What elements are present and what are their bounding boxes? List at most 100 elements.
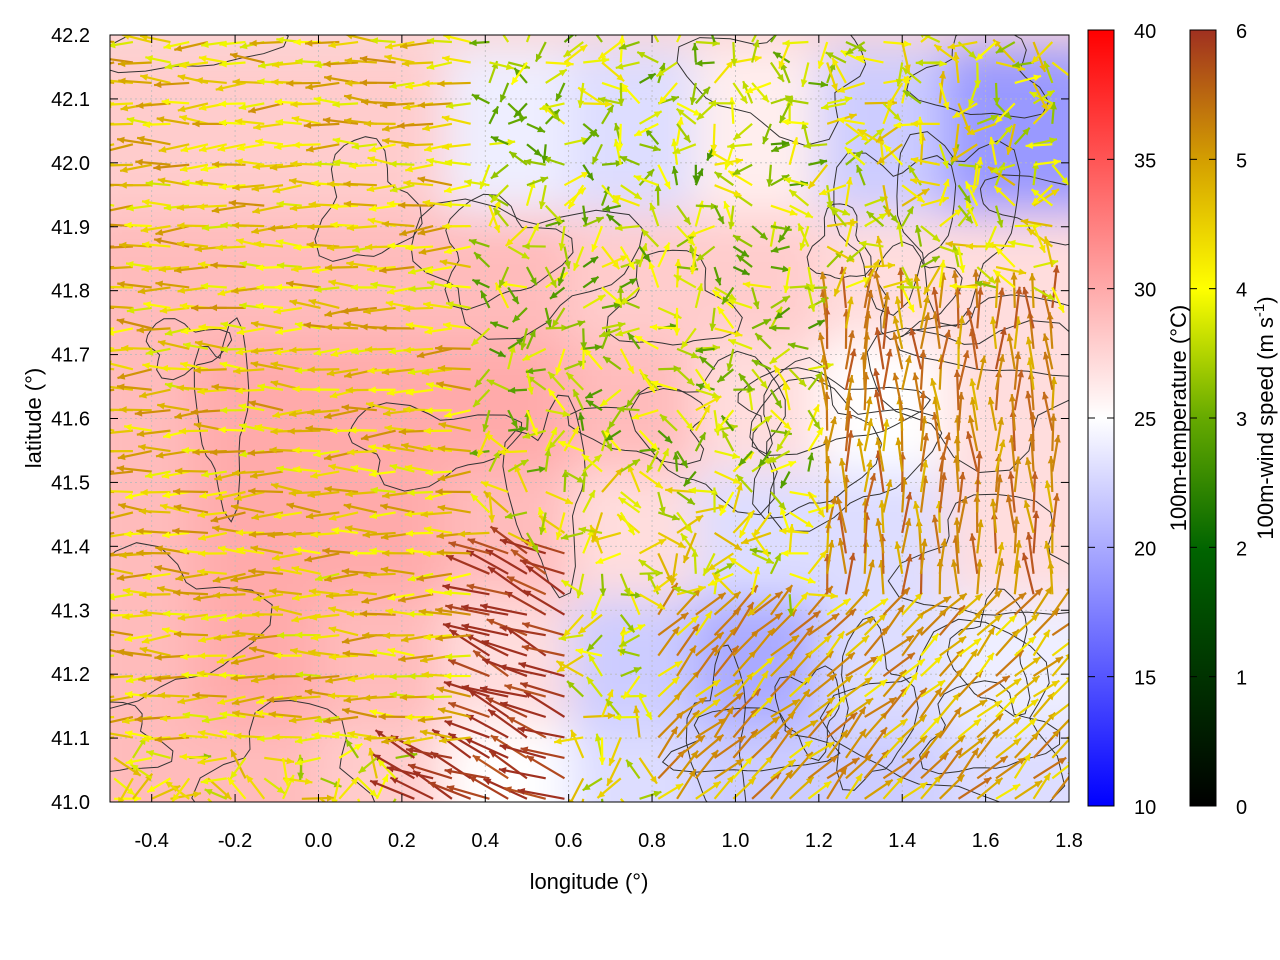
wind-arrow (110, 429, 134, 434)
wind-arrow (219, 361, 246, 371)
wind-arrow (910, 120, 940, 128)
wind-arrow (882, 586, 911, 616)
wind-arrow (919, 349, 927, 390)
wind-arrow (389, 691, 415, 699)
wind-arrow (346, 224, 377, 232)
wind-arrow (634, 335, 659, 350)
wind-arrow (575, 648, 603, 657)
wind-arrow (639, 790, 662, 800)
wind-arrow (201, 40, 227, 48)
wind-arrow (403, 179, 434, 187)
wind-arrow (324, 572, 359, 583)
wind-arrow (442, 222, 471, 230)
wind-arrow (369, 779, 415, 800)
wind-arrow (920, 225, 941, 243)
wind-arrow (523, 158, 546, 166)
wind-arrow (965, 431, 979, 472)
wind-arrow (855, 54, 884, 64)
wind-arrow (425, 381, 453, 391)
wind-arrow (671, 166, 679, 186)
wind-arrow (882, 348, 893, 390)
wind-arrow (510, 548, 547, 575)
wind-arrow (914, 224, 923, 247)
wind-arrow (638, 368, 656, 394)
wind-arrow (581, 453, 603, 473)
wind-arrow (672, 452, 680, 472)
wind-arrow (389, 776, 434, 800)
wind-arrow (562, 41, 584, 58)
wind-arrow (993, 275, 1001, 308)
y-tick-label: 41.0 (51, 792, 90, 814)
wind-arrow (267, 673, 302, 681)
contour-line (145, 318, 233, 381)
wind-arrow (988, 136, 998, 165)
wind-arrow (615, 61, 640, 70)
wind-arrow (234, 118, 265, 125)
wind-arrow (305, 143, 340, 153)
y-tick-label: 41.3 (51, 600, 90, 622)
wind-arrow (338, 776, 360, 800)
contour-line (685, 644, 747, 802)
wind-arrow (751, 414, 773, 432)
wind-arrow (470, 493, 491, 514)
wind-arrow (882, 185, 892, 217)
wind-arrow (110, 204, 134, 212)
wind-arrow (638, 72, 657, 84)
wind-arrow (913, 500, 923, 534)
wind-arrow (649, 323, 678, 331)
wind-arrow (770, 245, 790, 253)
wind-arrow (995, 695, 1017, 718)
wind-arrow (481, 639, 528, 657)
wind-arrow (585, 676, 603, 698)
x-tick-label: 0.0 (305, 830, 333, 852)
wind-arrow (919, 312, 931, 350)
wind-arrow (270, 361, 303, 371)
wind-arrow (110, 122, 133, 126)
wind-arrow (696, 102, 716, 121)
wind-arrow (405, 747, 453, 759)
wind-arrow (863, 612, 888, 636)
wind-arrow (110, 265, 115, 269)
y-tick-label: 41.4 (51, 536, 90, 558)
wind-arrow (1033, 286, 1056, 301)
wind-arrow (110, 695, 115, 699)
wind-arrow (323, 60, 359, 68)
wind-arrow (732, 266, 751, 276)
wind-arrow (875, 437, 885, 472)
wind-arrow (837, 537, 848, 574)
wind-arrow (584, 388, 603, 400)
wind-arrow (826, 597, 852, 616)
wind-arrow (231, 629, 265, 637)
wind-arrow (370, 486, 396, 494)
wind-arrow (676, 514, 704, 534)
wind-arrow (275, 327, 302, 336)
wind-arrow (231, 469, 265, 477)
wind-arrow (657, 676, 680, 698)
wind-arrow (113, 777, 136, 796)
wind-arrow (303, 121, 340, 129)
wind-arrow (272, 566, 303, 575)
wind-arrow (347, 448, 377, 456)
wind-arrow (807, 650, 835, 677)
wind-arrow (344, 525, 378, 534)
wind-arrow (525, 369, 534, 395)
wind-arrow (448, 541, 490, 555)
wind-arrow (437, 470, 471, 482)
wind-arrow (110, 305, 133, 310)
wind-arrow (565, 371, 585, 391)
wind-arrow (751, 612, 784, 637)
wind-arrow (752, 511, 772, 538)
wind-arrow (479, 603, 528, 616)
colorbar-tick-label: 1 (1236, 668, 1247, 690)
wind-arrow (162, 490, 190, 499)
wind-arrow (507, 386, 528, 394)
wind-arrow (557, 266, 566, 287)
wind-arrow (582, 777, 603, 792)
wind-arrow (345, 588, 377, 596)
wind-arrow (808, 80, 829, 88)
wind-arrow (615, 327, 640, 337)
wind-arrow (488, 491, 496, 523)
wind-arrow (236, 143, 265, 152)
wind-arrow (800, 62, 810, 88)
wind-arrow (1014, 698, 1039, 718)
